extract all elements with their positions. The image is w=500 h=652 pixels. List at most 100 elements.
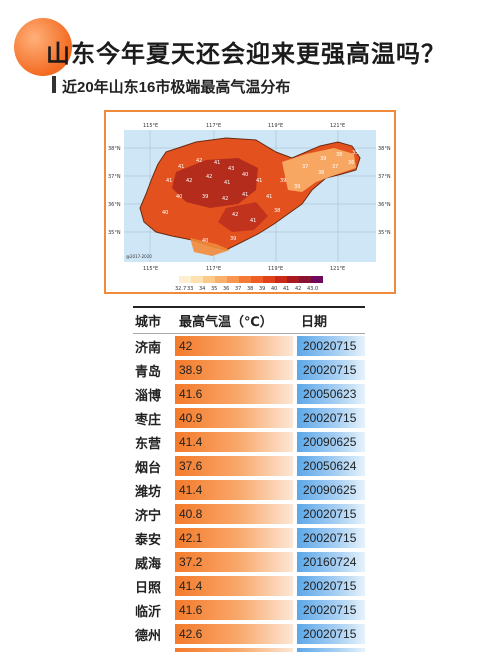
city-cell: 枣庄: [135, 411, 162, 427]
lat-tick: 35°N: [108, 230, 121, 236]
header-date: 日期: [301, 314, 328, 329]
date-cell: 20050623: [297, 384, 365, 404]
date-cell: 20020715: [297, 360, 365, 380]
colorbar-swatch: [203, 276, 215, 283]
lon-tick: 121°E: [330, 266, 345, 272]
station-value: 42: [232, 212, 238, 218]
station-value: 40: [162, 210, 168, 216]
station-value: 39: [202, 194, 208, 200]
temperature-table: 城市 最高气温（℃） 日期 济南 42 20020715 青岛 38.9 20020715…: [133, 306, 365, 652]
date-cell: 20020715: [297, 336, 365, 356]
table-row: 烟台 37.6 20050624: [133, 454, 365, 478]
temp-cell: 42.6: [175, 624, 293, 644]
temp-cell: 41.4: [175, 480, 293, 500]
lon-tick: 117°E: [206, 266, 221, 272]
lat-tick: 37°N: [108, 174, 121, 180]
colorbar-swatch: [191, 276, 203, 283]
hot-zone-west: [172, 158, 258, 208]
station-value: 37: [302, 164, 308, 170]
colorbar-label: 42: [295, 286, 301, 292]
colorbar-swatch: [299, 276, 311, 283]
station-value: 41: [178, 164, 184, 170]
map-source: @2017-2020: [126, 254, 152, 259]
colorbar-label: 37: [235, 286, 241, 292]
map-graphic: 41 42 41 43 41 42 42 41 40 41 40 39 42 4…: [108, 123, 391, 272]
date-cell: 20160724: [297, 552, 365, 572]
station-value: 43: [228, 166, 234, 172]
city-cell: 东营: [135, 435, 162, 451]
table-row: 淄博 41.6 20050623: [133, 382, 365, 406]
colorbar-swatch: [239, 276, 251, 283]
table-row: 聊城40.7 20020715: [133, 646, 365, 652]
colorbar-label: 35: [211, 286, 217, 292]
station-value: 42: [206, 174, 212, 180]
temp-cell: 41.4: [175, 576, 293, 596]
lat-tick: 36°N: [378, 202, 391, 208]
table-row: 泰安 42.1 20020715: [133, 526, 365, 550]
temp-cell: 40.7: [175, 648, 293, 652]
colorbar-label: 38: [247, 286, 253, 292]
lat-tick: 35°N: [378, 230, 391, 236]
colorbar-label: 39: [259, 286, 265, 292]
warm-zone-southwest: [190, 238, 230, 256]
table-row: 东营 41.4 20090625: [133, 430, 365, 454]
station-value: 41: [242, 192, 248, 198]
table-row: 济宁 40.8 20020715: [133, 502, 365, 526]
colorbar-label: 36: [223, 286, 229, 292]
colorbar-swatch: [215, 276, 227, 283]
colorbar-swatch: [179, 276, 191, 283]
station-value: 40: [202, 238, 208, 244]
table-row: 枣庄 40.9 20020715: [133, 406, 365, 430]
map-axis-labels: 115°E 117°E 119°E 121°E 115°E 117°E 119°…: [108, 123, 391, 272]
temp-cell: 38.9: [175, 360, 293, 380]
station-value: 39: [320, 156, 326, 162]
city-cell: 济南: [135, 339, 162, 355]
table-row: 德州 42.6 20020715: [133, 622, 365, 646]
station-value: 39: [294, 184, 300, 190]
lon-tick: 117°E: [206, 123, 221, 129]
colorbar-labels: 32.7 33 34 35 36 37 38 39 40 41 42 43.0: [175, 286, 318, 292]
colorbar-swatch: [287, 276, 299, 283]
station-value: 42: [196, 158, 202, 164]
station-value: 38: [274, 208, 280, 214]
colorbar-swatch: [311, 276, 323, 283]
station-value: 42: [186, 178, 192, 184]
station-value: 37: [332, 164, 338, 170]
city-cell: 日照: [135, 579, 162, 595]
table-row: 青岛 38.9 20020715: [133, 358, 365, 382]
header-city: 城市: [135, 314, 162, 329]
colorbar-label: 40: [271, 286, 277, 292]
station-value: 39: [280, 178, 286, 184]
table-header: 城市 最高气温（℃） 日期: [133, 306, 365, 334]
lon-tick: 115°E: [143, 123, 158, 129]
station-values: 41 42 41 43 41 42 42 41 40 41 40 39 42 4…: [162, 150, 358, 244]
station-value: 41: [166, 178, 172, 184]
station-value: 41: [214, 160, 220, 166]
temp-cell: 37.6: [175, 456, 293, 476]
city-cell: 济宁: [135, 507, 162, 523]
station-value: 41: [256, 178, 262, 184]
temp-cell: 41.6: [175, 384, 293, 404]
temp-cell: 40.9: [175, 408, 293, 428]
colorbar-label: 32.7: [175, 286, 186, 292]
decorative-circle: [14, 18, 72, 76]
temp-cell: 42.1: [175, 528, 293, 548]
lon-tick: 115°E: [143, 266, 158, 272]
city-cell: 烟台: [135, 459, 162, 475]
station-value: 42: [222, 196, 228, 202]
date-cell: 20020715: [297, 624, 365, 644]
date-cell: 20020715: [297, 600, 365, 620]
date-cell: 20050624: [297, 456, 365, 476]
temp-cell: 37.2: [175, 552, 293, 572]
station-value: 41: [224, 180, 230, 186]
section-subtitle: 近20年山东16市极端最高气温分布: [62, 79, 291, 96]
station-value: 39: [230, 236, 236, 242]
city-cell: 淄博: [135, 387, 162, 403]
lon-tick: 121°E: [330, 123, 345, 129]
city-cell: 青岛: [135, 363, 162, 379]
table-body: 济南 42 20020715 青岛 38.9 20020715 淄博 41.6 20050623…: [133, 334, 365, 652]
station-value: 41: [266, 194, 272, 200]
station-value: 40: [176, 194, 182, 200]
date-cell: 20020715: [297, 648, 365, 652]
station-value: 35: [352, 150, 358, 156]
